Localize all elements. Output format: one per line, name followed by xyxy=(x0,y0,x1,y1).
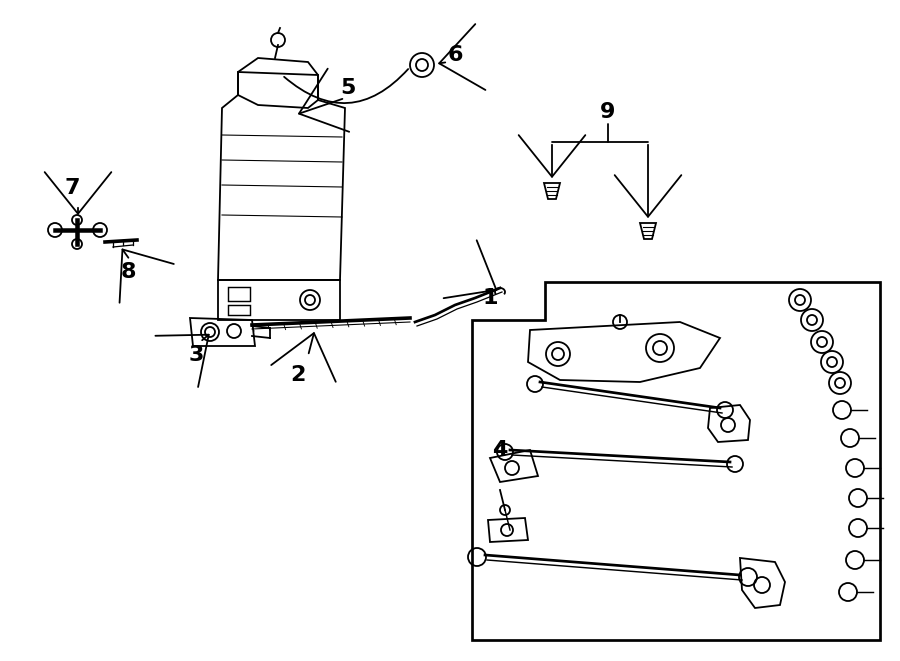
Bar xyxy=(228,287,250,301)
Text: 3: 3 xyxy=(188,345,203,365)
Text: 9: 9 xyxy=(600,102,616,122)
Text: 2: 2 xyxy=(291,365,306,385)
Text: 4: 4 xyxy=(492,440,508,460)
Text: 7: 7 xyxy=(64,178,80,198)
Text: 8: 8 xyxy=(121,262,136,282)
Text: 1: 1 xyxy=(482,288,498,308)
Text: 5: 5 xyxy=(340,78,356,98)
Bar xyxy=(228,305,250,315)
Text: 6: 6 xyxy=(447,45,463,65)
